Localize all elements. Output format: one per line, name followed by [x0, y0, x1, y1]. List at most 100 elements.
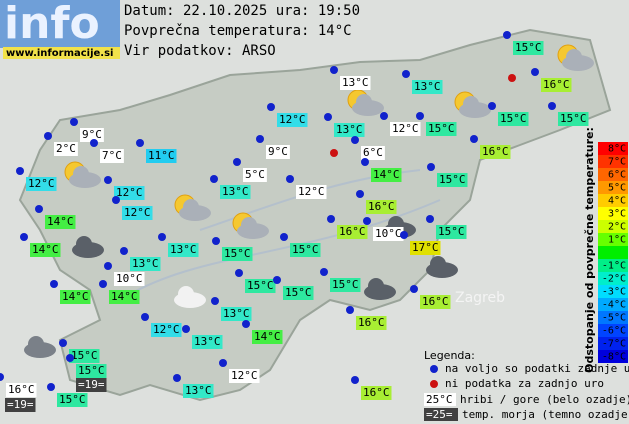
legend-text: hribi / gore (belo ozadje) — [460, 393, 629, 406]
station-label: 15°C — [285, 286, 312, 299]
scale-cell — [598, 181, 628, 194]
scale-label: -7°C — [602, 339, 626, 350]
station-dot — [400, 231, 408, 239]
scale-label: -1°C — [602, 261, 626, 272]
station-label: 14°C — [111, 290, 138, 303]
station-label: 13°C — [223, 307, 250, 320]
station-box — [245, 279, 276, 293]
station-label: 13°C — [170, 243, 197, 256]
city-label: Zagreb — [455, 290, 505, 306]
station-label: 15°C — [428, 122, 455, 135]
date: Datum: 22.10.2025 ura: 19:50 — [124, 3, 360, 19]
station-box — [57, 393, 88, 407]
scale-label: 5°C — [608, 183, 626, 194]
station-box — [373, 227, 404, 241]
station-label: 14°C — [32, 243, 59, 256]
cloud-icon — [28, 336, 44, 352]
station-label: 13°C — [414, 80, 441, 93]
scale-title: Odstopanje od povprečne temperature: — [583, 127, 596, 373]
station-label: 7°C — [102, 149, 122, 162]
station-box — [6, 383, 37, 397]
station-box — [290, 243, 321, 257]
station-label: 15°C — [59, 393, 86, 406]
station-box — [480, 145, 511, 159]
station-label: 15°C — [78, 364, 105, 377]
cloud-icon — [73, 166, 89, 182]
station-label: 15°C — [71, 349, 98, 362]
scale-cell — [598, 220, 628, 233]
logo: info — [4, 0, 100, 49]
legend-title: Legenda: — [424, 349, 475, 362]
source: Vir podatkov: ARSO — [124, 43, 276, 59]
station-box — [437, 173, 468, 187]
station-box — [541, 78, 572, 92]
station-dot — [242, 320, 250, 328]
station-dot — [488, 102, 496, 110]
station-box — [222, 247, 253, 261]
station-dot — [16, 167, 24, 175]
station-label: 12°C — [124, 206, 151, 219]
station-dot — [99, 280, 107, 288]
station-label: 12°C — [153, 323, 180, 336]
station-dot — [330, 66, 338, 74]
station-box — [100, 149, 124, 163]
station-box — [266, 145, 290, 159]
station-label: 12°C — [298, 185, 325, 198]
station-box — [76, 378, 107, 392]
station-dot — [470, 135, 478, 143]
scale-label: -4°C — [602, 300, 626, 311]
station-label: 16°C — [363, 386, 390, 399]
legend-sample-text: 25°C — [426, 393, 453, 406]
station-box — [361, 386, 392, 400]
station-box — [192, 335, 223, 349]
legend-dot — [430, 365, 438, 373]
station-box — [330, 278, 361, 292]
station-box — [229, 369, 260, 383]
station-dot — [112, 196, 120, 204]
cloud-icon — [76, 236, 92, 252]
station-label: 12°C — [231, 369, 258, 382]
station-label: 13°C — [222, 185, 249, 198]
scale-cell — [598, 168, 628, 181]
station-dot — [70, 118, 78, 126]
station-box — [5, 398, 36, 412]
station-label: =19= — [7, 398, 34, 411]
station-box — [420, 295, 451, 309]
station-dot — [158, 233, 166, 241]
station-dot — [402, 70, 410, 78]
station-dot — [104, 176, 112, 184]
station-box — [54, 142, 78, 156]
station-box — [45, 215, 76, 229]
scale-cell — [598, 259, 628, 272]
station-box — [513, 41, 544, 55]
scale-label: -6°C — [602, 326, 626, 337]
station-dot — [320, 268, 328, 276]
scale-cell — [598, 298, 628, 311]
site: www.informacije.si — [6, 48, 114, 59]
station-dot — [136, 139, 144, 147]
scale-cell — [598, 311, 628, 324]
station-dot — [503, 31, 511, 39]
station-dot — [548, 102, 556, 110]
station-dot — [59, 339, 67, 347]
station-box — [221, 307, 252, 321]
scale-label: -3°C — [602, 287, 626, 298]
station-label: 15°C — [292, 243, 319, 256]
cloud-icon — [241, 217, 257, 233]
station-dot — [324, 113, 332, 121]
station-label: 16°C — [358, 316, 385, 329]
missing-dot — [508, 74, 516, 82]
scale-label: 7°C — [608, 157, 626, 168]
station-label: 13°C — [194, 335, 221, 348]
station-label: 14°C — [373, 168, 400, 181]
station-dot — [173, 374, 181, 382]
station-box — [410, 241, 441, 255]
scale-label: -2°C — [602, 274, 626, 285]
station-box — [283, 286, 314, 300]
station-label: =19= — [78, 378, 105, 391]
site-bg — [3, 47, 120, 59]
station-label: 6°C — [363, 146, 383, 159]
station-dot — [66, 354, 74, 362]
cloud-icon — [368, 278, 384, 294]
